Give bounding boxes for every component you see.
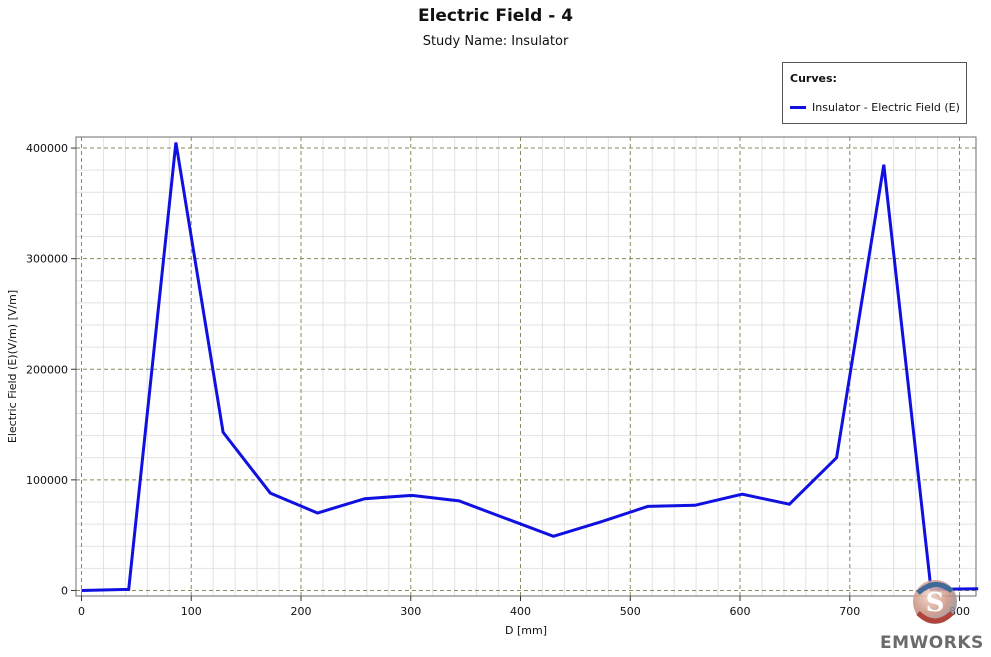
- x-tick-label: 200: [291, 605, 312, 618]
- legend-item: Insulator - Electric Field (E): [790, 101, 960, 114]
- legend: Curves: Insulator - Electric Field (E): [782, 62, 967, 124]
- legend-item-label: Insulator - Electric Field (E): [812, 101, 960, 114]
- y-tick-label: 0: [61, 584, 68, 597]
- legend-title: Curves:: [790, 72, 837, 85]
- chart-subtitle: Study Name: Insulator: [422, 34, 569, 49]
- y-tick-label: 400000: [26, 142, 68, 155]
- plot-frame: [75, 136, 977, 597]
- x-tick-label: 700: [839, 605, 860, 618]
- x-tick-label: 500: [620, 605, 641, 618]
- chart-title: Electric Field - 4: [417, 6, 574, 26]
- series-line: [81, 142, 979, 592]
- emworks-logo-icon: S: [913, 580, 957, 624]
- plot-background: [76, 137, 976, 596]
- x-axis-label: D [mm]: [505, 624, 547, 637]
- y-tick-label: 100000: [26, 474, 68, 487]
- y-tick-label: 200000: [26, 363, 68, 376]
- legend-swatch: [790, 106, 806, 109]
- x-tick-label: 400: [510, 605, 531, 618]
- logo-text: EMWORKS: [880, 633, 984, 653]
- logo-mark-letter: S: [926, 588, 945, 618]
- x-tick-label: 100: [181, 605, 202, 618]
- y-tick-label: 300000: [26, 253, 68, 266]
- y-axis-label: Electric Field (E)(V/m) [V/m]: [6, 290, 19, 443]
- x-tick-label: 300: [400, 605, 421, 618]
- x-tick-label: 0: [78, 605, 85, 618]
- emworks-logo: S EMWORKS: [880, 575, 984, 655]
- x-tick-label: 600: [730, 605, 751, 618]
